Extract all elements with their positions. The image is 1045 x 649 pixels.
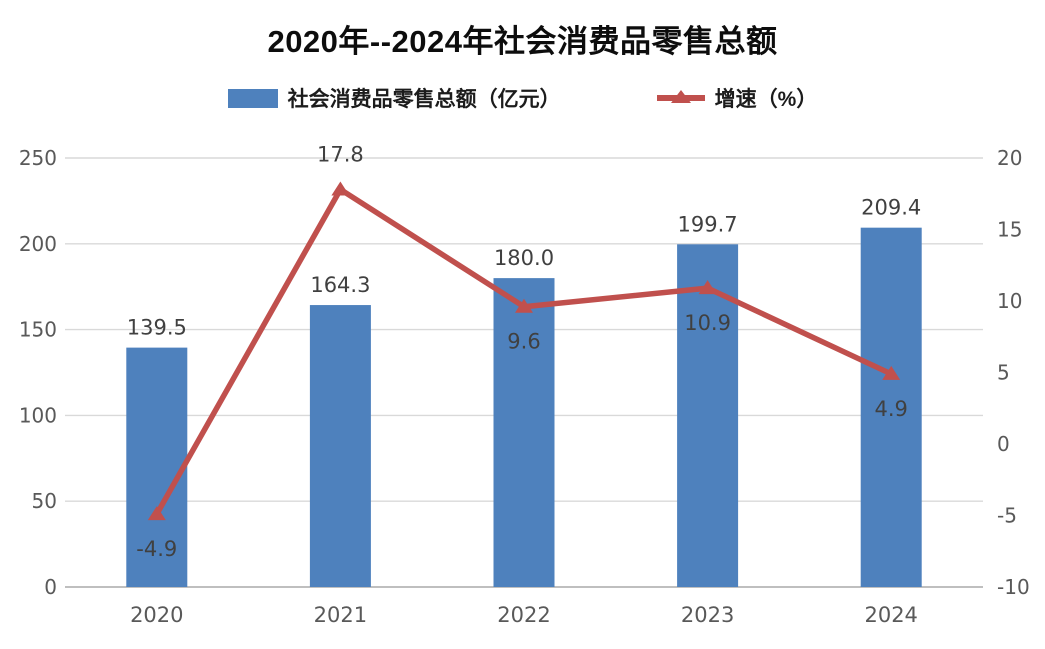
y-axis-right-tick-label: 15 bbox=[997, 218, 1022, 242]
y-axis-left-tick-label: 150 bbox=[19, 318, 57, 342]
line-series-label: 增速（%） bbox=[714, 88, 818, 111]
growth-value-label: -4.9 bbox=[136, 537, 177, 561]
line-series-swatch bbox=[656, 90, 705, 103]
y-axis-left-tick-label: 0 bbox=[44, 575, 57, 599]
triangle-marker-icon bbox=[670, 90, 691, 103]
bar-2022 bbox=[493, 278, 555, 587]
x-axis-label: 2020 bbox=[130, 603, 183, 627]
bar-2023 bbox=[677, 244, 739, 587]
bar-value-label: 180.0 bbox=[494, 246, 554, 270]
x-axis-label: 2021 bbox=[314, 603, 367, 627]
y-axis-right-tick-label: -10 bbox=[997, 575, 1030, 599]
y-axis-left-tick-label: 50 bbox=[32, 489, 57, 513]
y-axis-left-tick-label: 200 bbox=[19, 232, 57, 256]
growth-value-label: 17.8 bbox=[317, 142, 364, 166]
line-marker-2022 bbox=[515, 298, 533, 313]
bar-2020 bbox=[126, 347, 188, 587]
y-axis-right-tick-label: 10 bbox=[997, 289, 1022, 313]
bar-series-label: 社会消费品零售总额（亿元） bbox=[287, 88, 561, 111]
legend-item-growth-rate: 增速（%） bbox=[656, 83, 818, 113]
x-axis-label: 2022 bbox=[497, 603, 550, 627]
growth-value-label: 9.6 bbox=[507, 330, 540, 354]
bar-value-label: 164.3 bbox=[310, 273, 370, 297]
line-marker-2023 bbox=[698, 280, 717, 295]
y-axis-right-tick-label: 5 bbox=[997, 361, 1010, 385]
x-axis-label: 2024 bbox=[864, 603, 917, 627]
bar-value-label: 209.4 bbox=[861, 196, 921, 220]
y-axis-left-tick-label: 250 bbox=[19, 146, 57, 170]
legend-item-retail-total: 社会消费品零售总额（亿元） bbox=[227, 83, 561, 113]
y-axis-right-tick-label: -5 bbox=[997, 504, 1017, 528]
growth-value-label: 4.9 bbox=[874, 397, 907, 421]
line-marker-2020 bbox=[147, 506, 166, 521]
growth-value-label: 10.9 bbox=[684, 311, 731, 335]
chart-title: 2020年--2024年社会消费品零售总额 bbox=[267, 24, 778, 59]
legend: 社会消费品零售总额（亿元） 增速（%） bbox=[0, 83, 1045, 113]
bar-value-label: 139.5 bbox=[127, 316, 187, 340]
y-axis-right-tick-label: 20 bbox=[997, 146, 1022, 170]
y-axis-right-tick-label: 0 bbox=[997, 432, 1010, 456]
bar-series-swatch bbox=[227, 88, 278, 108]
line-marker-2024 bbox=[882, 365, 901, 380]
y-axis-left-tick-label: 100 bbox=[19, 403, 57, 427]
line-marker-2021 bbox=[331, 181, 350, 196]
bar-value-label: 199.7 bbox=[678, 212, 738, 236]
bar-2021 bbox=[309, 305, 371, 587]
bar-2024 bbox=[860, 227, 922, 587]
x-axis-label: 2023 bbox=[681, 603, 734, 627]
